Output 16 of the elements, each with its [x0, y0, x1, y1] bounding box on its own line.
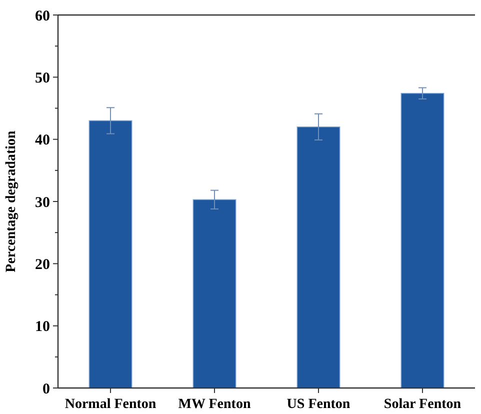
y-tick-label: 20	[35, 256, 50, 273]
y-tick-label: 30	[35, 194, 50, 211]
x-tick-label: Normal Fenton	[64, 397, 156, 412]
x-tick-label: MW Fenton	[178, 397, 251, 412]
y-tick-label: 60	[35, 8, 50, 24]
y-tick-label: 40	[35, 132, 50, 149]
y-tick-label: 0	[42, 381, 50, 398]
x-tick-label: US Fenton	[286, 397, 350, 412]
bar	[400, 92, 444, 388]
y-tick-label: 10	[35, 319, 50, 336]
y-axis-title: Percentage degradation	[4, 130, 19, 272]
y-tick-label: 50	[35, 70, 50, 86]
bar	[192, 199, 236, 388]
x-tick-label: Solar Fenton	[384, 397, 462, 412]
bar	[296, 126, 340, 388]
bar	[88, 120, 132, 388]
